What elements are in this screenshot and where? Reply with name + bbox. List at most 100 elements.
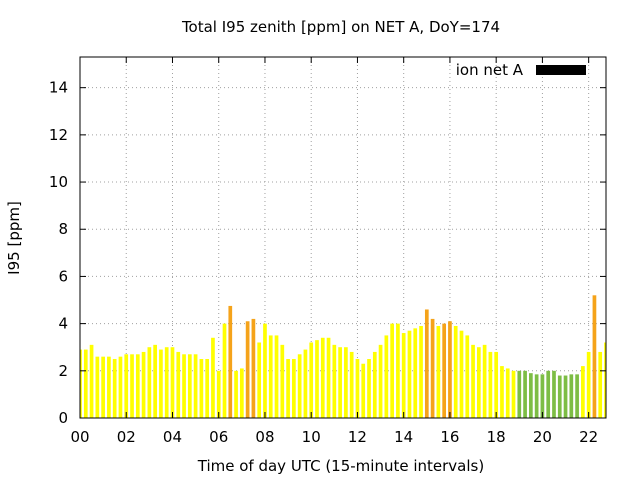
bar (459, 330, 464, 418)
bar (355, 359, 360, 418)
y-tick-label: 2 (58, 362, 68, 380)
bar (83, 349, 88, 418)
bar (419, 325, 423, 418)
bar (268, 335, 273, 418)
legend: ion net A (456, 61, 586, 79)
y-tick-label: 10 (49, 173, 68, 191)
bar (112, 359, 117, 418)
bar (557, 375, 562, 418)
bar (257, 342, 262, 418)
bar (205, 359, 210, 418)
y-tick-label: 12 (49, 126, 68, 144)
bar (147, 347, 152, 418)
x-tick-label: 20 (533, 428, 552, 446)
bar (465, 335, 470, 418)
x-tick-label: 12 (348, 428, 367, 446)
bar (546, 370, 551, 418)
y-tick-label: 6 (58, 267, 68, 285)
bar (118, 356, 123, 418)
bar (164, 347, 169, 418)
bar (338, 347, 342, 418)
bar (187, 354, 192, 418)
x-tick-label: 02 (117, 428, 136, 446)
bar (575, 374, 579, 418)
bar (448, 321, 452, 418)
bar (540, 374, 545, 418)
bar (199, 359, 204, 418)
bar (286, 359, 290, 418)
bar (401, 333, 406, 418)
bar (182, 354, 186, 418)
bar (361, 363, 366, 418)
x-tick-label: 00 (70, 428, 89, 446)
x-tick-label: 16 (440, 428, 459, 446)
bar (280, 344, 285, 418)
bar (517, 370, 522, 418)
grid (80, 57, 606, 418)
bar (442, 323, 447, 418)
bar (326, 337, 331, 418)
bar (130, 354, 134, 418)
y-axis-label: I95 [ppm] (5, 201, 23, 275)
x-tick-label: 04 (163, 428, 182, 446)
bar (529, 373, 533, 418)
bar (586, 351, 591, 418)
y-tick-label: 0 (58, 409, 68, 427)
bar (534, 374, 539, 418)
bar (407, 330, 412, 418)
bar (193, 354, 198, 418)
bar (563, 375, 568, 418)
bar (482, 344, 487, 418)
bar (581, 366, 585, 418)
plot-frame (79, 56, 607, 419)
bar (234, 370, 238, 418)
bar (170, 347, 175, 418)
bar (251, 318, 256, 418)
bar (552, 370, 556, 418)
bar (349, 351, 354, 418)
bar (89, 344, 94, 418)
bar (390, 323, 394, 418)
x-tick-label: 18 (487, 428, 506, 446)
bar (430, 318, 435, 418)
bar (274, 335, 279, 418)
x-tick-label: 06 (209, 428, 228, 446)
bars (80, 295, 606, 418)
bar (245, 321, 250, 418)
bar (107, 356, 111, 418)
bar (292, 359, 296, 418)
bar (159, 349, 163, 418)
bar (124, 354, 129, 418)
legend-swatch (536, 65, 586, 75)
bar (135, 354, 140, 418)
bar (569, 374, 574, 418)
bar (332, 344, 337, 418)
bar (413, 328, 418, 418)
bar (80, 349, 82, 418)
x-tick-label: 14 (394, 428, 413, 446)
y-tick-label: 4 (58, 315, 68, 333)
bar (384, 335, 389, 418)
y-tick-label: 14 (49, 79, 68, 97)
bar (453, 325, 458, 418)
bar (222, 323, 227, 418)
bar (378, 344, 383, 418)
bar (309, 342, 314, 418)
bar (372, 351, 377, 418)
bar (436, 325, 441, 418)
bar (598, 351, 603, 418)
bar (424, 309, 429, 418)
bar (344, 347, 348, 418)
x-tick-label: 10 (302, 428, 321, 446)
bar (592, 295, 597, 418)
bar (303, 349, 308, 418)
bar (494, 351, 499, 418)
bar (471, 344, 475, 418)
bar (141, 351, 146, 418)
bar (367, 359, 371, 418)
bar (315, 340, 319, 418)
bar (95, 356, 100, 418)
bar (396, 323, 400, 418)
x-tick-label: 22 (579, 428, 598, 446)
